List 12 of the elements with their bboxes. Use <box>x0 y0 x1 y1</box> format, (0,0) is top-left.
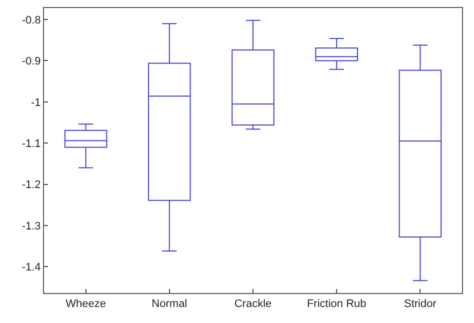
y-tick-label: -0.9 <box>22 56 41 68</box>
y-tick-label: -1.4 <box>22 261 41 274</box>
y-tick-label: -1.3 <box>22 220 41 232</box>
x-tick-label: Crackle <box>234 298 272 310</box>
y-tick-label: -1 <box>31 96 41 109</box>
x-tick-label: Normal <box>152 298 188 310</box>
y-tick-label: -0.8 <box>22 14 41 26</box>
x-tick-label: Stridor <box>404 298 437 310</box>
y-tick-label: -1.2 <box>22 179 41 192</box>
y-tick-label: -1.1 <box>22 138 41 150</box>
x-tick-label: Friction Rub <box>306 298 366 310</box>
x-tick-label: Wheeze <box>66 298 106 310</box>
